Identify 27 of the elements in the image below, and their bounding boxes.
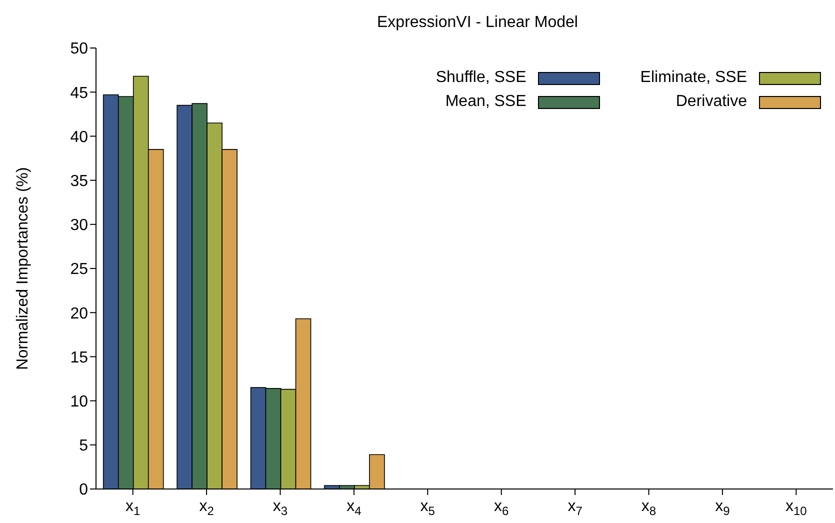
legend-label: Mean, SSE xyxy=(445,93,526,111)
y-tick-label: 25 xyxy=(70,261,88,278)
x-tick-label: x$_{1}$ xyxy=(126,498,141,518)
y-tick-label: 30 xyxy=(70,217,88,234)
x-tick-label: x$_{8}$ xyxy=(641,498,656,518)
legend-label: Eliminate, SSE xyxy=(640,69,747,87)
y-tick-label: 5 xyxy=(79,438,88,455)
y-tick-label: 50 xyxy=(70,40,88,58)
y-tick-label: 45 xyxy=(70,84,88,102)
y-tick-label: 10 xyxy=(70,393,88,410)
y-tick-label: 40 xyxy=(70,128,88,146)
x-tick-label: x$_{3}$ xyxy=(272,498,288,518)
y-tick-label: 20 xyxy=(70,305,88,322)
chart-title: ExpressionVI - Linear Model xyxy=(376,14,579,32)
x-tick-label: x$_{6}$ xyxy=(494,498,510,518)
x-tick-label: x$_{4}$ xyxy=(346,498,362,518)
x-tick-label: x$_{9}$ xyxy=(715,498,730,518)
x-tick-label: x$_{5}$ xyxy=(420,498,436,518)
y-tick-label: 35 xyxy=(70,172,88,190)
legend-label: Derivative xyxy=(676,93,747,111)
y-tick-label: 15 xyxy=(70,349,88,366)
x-tick-label: x$_{10}$ xyxy=(785,498,808,518)
x-tick-label: x$_{2}$ xyxy=(199,498,214,518)
x-tick-label: x$_{7}$ xyxy=(568,498,583,518)
y-axis-title: Normalized Importances (%) xyxy=(14,167,32,370)
y-tick-label: 0 xyxy=(79,482,88,499)
legend-label: Shuffle, SSE xyxy=(436,69,526,87)
